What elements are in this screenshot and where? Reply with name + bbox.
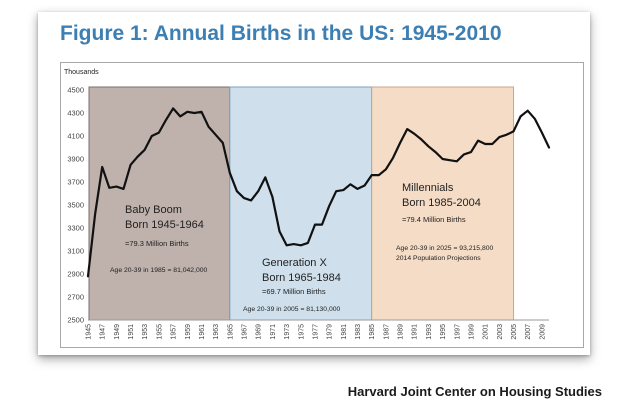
x-tick-label: 1999 <box>468 324 475 340</box>
millennials-projection: 2014 Population Projections <box>396 255 481 262</box>
y-tick-label: 4500 <box>67 86 84 95</box>
x-tick-label: 1953 <box>142 324 149 340</box>
x-tick-label: 1965 <box>227 324 234 340</box>
x-tick-label: 1967 <box>242 324 249 340</box>
x-tick-label: 1963 <box>213 324 220 340</box>
baby-boom-births: =79.3 Million Births <box>125 239 189 248</box>
chart-frame <box>60 62 584 348</box>
x-tick-label: 1971 <box>270 324 277 340</box>
y-tick-label: 3900 <box>67 155 84 164</box>
x-tick-label: 2009 <box>539 324 546 340</box>
x-tick-label: 1983 <box>355 324 362 340</box>
baby-boom-name: Baby Boom <box>125 204 182 216</box>
y-axis-label: Thousands <box>64 69 99 76</box>
y-tick-label: 2500 <box>67 316 84 325</box>
region-2 <box>229 86 373 321</box>
x-tick-label: 1997 <box>454 324 461 340</box>
x-tick-label: 2007 <box>525 324 532 340</box>
figure-title: Figure 1: Annual Births in the US: 1945-… <box>60 22 502 45</box>
millennials-births: =79.4 Million Births <box>402 215 466 224</box>
x-tick-label: 1989 <box>398 324 405 340</box>
x-tick-label: 1975 <box>298 324 305 340</box>
x-tick-label: 1973 <box>284 324 291 340</box>
x-tick-label: 1961 <box>199 324 206 340</box>
source-credit: Harvard Joint Center on Housing Studies <box>347 384 602 399</box>
x-tick-label: 1959 <box>185 324 192 340</box>
y-tick-label: 3500 <box>67 201 84 210</box>
x-tick-label: 1955 <box>156 324 163 340</box>
gen-x-births: =69.7 Million Births <box>262 287 326 296</box>
gen-x-name: Generation X <box>262 257 327 269</box>
x-tick-label: 1987 <box>383 324 390 340</box>
region-1 <box>88 86 231 321</box>
x-tick-label: 1977 <box>312 324 319 340</box>
births-line <box>86 107 551 278</box>
baby-boom-age-note: Age 20-39 in 1985 = 81,042,000 <box>110 267 208 274</box>
x-tick-label: 1957 <box>171 324 178 340</box>
x-tick-label: 2001 <box>483 324 490 340</box>
y-tick-label: 3100 <box>67 247 84 256</box>
region-3 <box>371 86 515 321</box>
x-tick-label: 1995 <box>440 324 447 340</box>
x-tick-label: 1951 <box>128 324 135 340</box>
millennials-age-note: Age 20-39 in 2025 = 93,215,800 <box>396 245 494 252</box>
y-tick-label: 2700 <box>67 293 84 302</box>
x-tick-label: 1969 <box>256 324 263 340</box>
x-tick-label: 1947 <box>100 324 107 340</box>
y-tick-label: 4300 <box>67 109 84 118</box>
x-tick-label: 1945 <box>86 324 93 340</box>
gen-x-age-note: Age 20-39 in 2005 = 81,130,000 <box>243 306 341 313</box>
x-tick-label: 1985 <box>369 324 376 340</box>
x-tick-label: 2003 <box>497 324 504 340</box>
baby-boom-born: Born 1945-1964 <box>125 219 204 231</box>
x-tick-label: 1979 <box>327 324 334 340</box>
y-tick-label: 4100 <box>67 132 84 141</box>
x-tick-label: 1991 <box>412 324 419 340</box>
y-tick-label: 2900 <box>67 270 84 279</box>
millennials-born: Born 1985-2004 <box>402 197 481 209</box>
x-tick-label: 1981 <box>341 324 348 340</box>
y-tick-label: 3300 <box>67 224 84 233</box>
x-tick-label: 1949 <box>114 324 121 340</box>
y-tick-label: 3700 <box>67 178 84 187</box>
x-tick-label: 1993 <box>426 324 433 340</box>
millennials-name: Millennials <box>402 182 454 194</box>
gen-x-born: Born 1965-1984 <box>262 272 341 284</box>
x-tick-label: 2005 <box>511 324 518 340</box>
